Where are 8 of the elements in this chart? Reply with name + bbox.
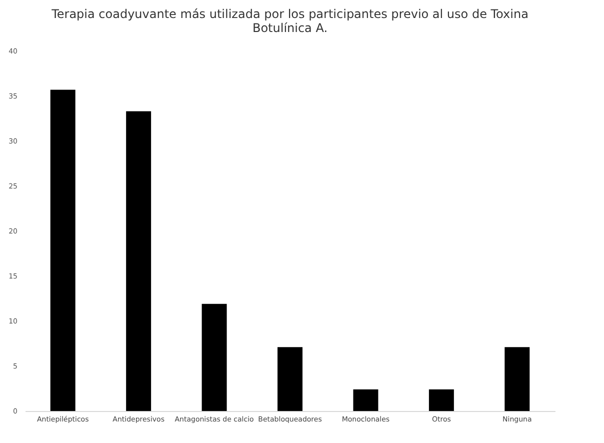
bar bbox=[50, 90, 76, 411]
bar bbox=[278, 347, 302, 411]
bar bbox=[504, 347, 530, 411]
bar bbox=[428, 389, 454, 411]
bar bbox=[353, 389, 378, 411]
bar bbox=[126, 111, 152, 411]
chart-title: Terapia coadyuvante más utilizada por los participantes previo al uso de Toxina Botulínica A. bbox=[50, 7, 528, 35]
bar bbox=[202, 304, 227, 411]
